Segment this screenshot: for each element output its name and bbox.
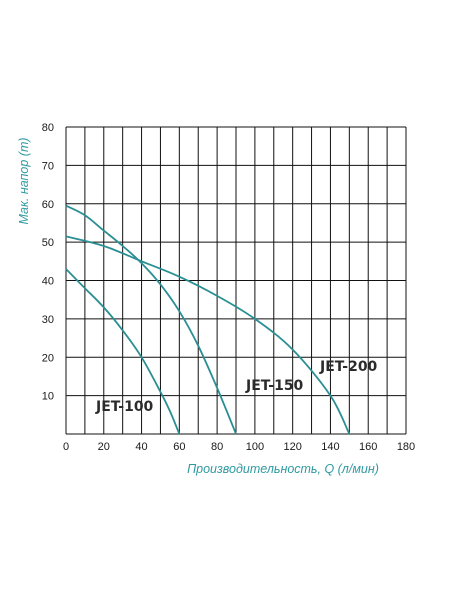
- y-tick-label: 60: [42, 199, 54, 211]
- x-tick-label: 100: [246, 441, 264, 453]
- y-tick-label: 80: [42, 122, 54, 134]
- x-tick-label: 180: [397, 441, 415, 453]
- grid: [65, 126, 407, 435]
- series-label-jet-200: JET-200: [319, 359, 378, 375]
- x-tick-label: 40: [135, 441, 147, 453]
- x-tick-label: 160: [359, 441, 377, 453]
- curves: [65, 204, 351, 435]
- y-axis-title: Мак. напор (m): [17, 137, 31, 224]
- series-label-jet-150: JET-150: [245, 378, 304, 394]
- x-tick-label: 80: [211, 441, 223, 453]
- y-tick-label: 70: [42, 160, 54, 172]
- series-curve-jet-150: [65, 204, 237, 435]
- series-label-jet-100: JET-100: [95, 399, 154, 415]
- y-tick-label: 40: [42, 276, 54, 288]
- x-axis-title: Производительность, Q (л/мин): [187, 462, 379, 476]
- series-labels: JET-100 JET-150 JET-200: [95, 359, 378, 415]
- y-tick-label: 30: [42, 314, 54, 326]
- y-tick-label: 10: [42, 391, 54, 403]
- x-tick-label: 140: [321, 441, 339, 453]
- x-tick-label: 0: [63, 441, 69, 453]
- y-tick-label: 50: [42, 237, 54, 249]
- x-tick-label: 60: [173, 441, 185, 453]
- y-tick-label: 20: [42, 352, 54, 364]
- y-axis-ticks: 10 20 30 40 50 60 70 80: [42, 122, 54, 403]
- series-curve-jet-200: [65, 235, 351, 435]
- x-tick-label: 120: [283, 441, 301, 453]
- x-tick-label: 20: [98, 441, 110, 453]
- series-curve-jet-100: [65, 268, 181, 435]
- x-axis-ticks: 0 20 40 60 80 100 120 140 160 180: [63, 441, 415, 453]
